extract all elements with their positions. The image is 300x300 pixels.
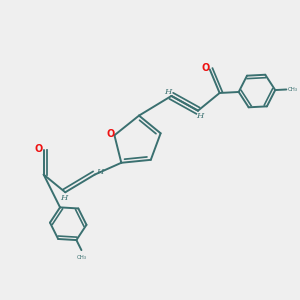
Text: O: O — [202, 63, 210, 73]
Text: H: H — [196, 112, 203, 120]
Text: H: H — [164, 88, 171, 96]
Text: CH₃: CH₃ — [76, 255, 86, 260]
Text: O: O — [34, 144, 43, 154]
Text: H: H — [61, 194, 68, 202]
Text: O: O — [106, 129, 115, 139]
Text: H: H — [96, 168, 103, 176]
Text: CH₃: CH₃ — [287, 87, 297, 92]
